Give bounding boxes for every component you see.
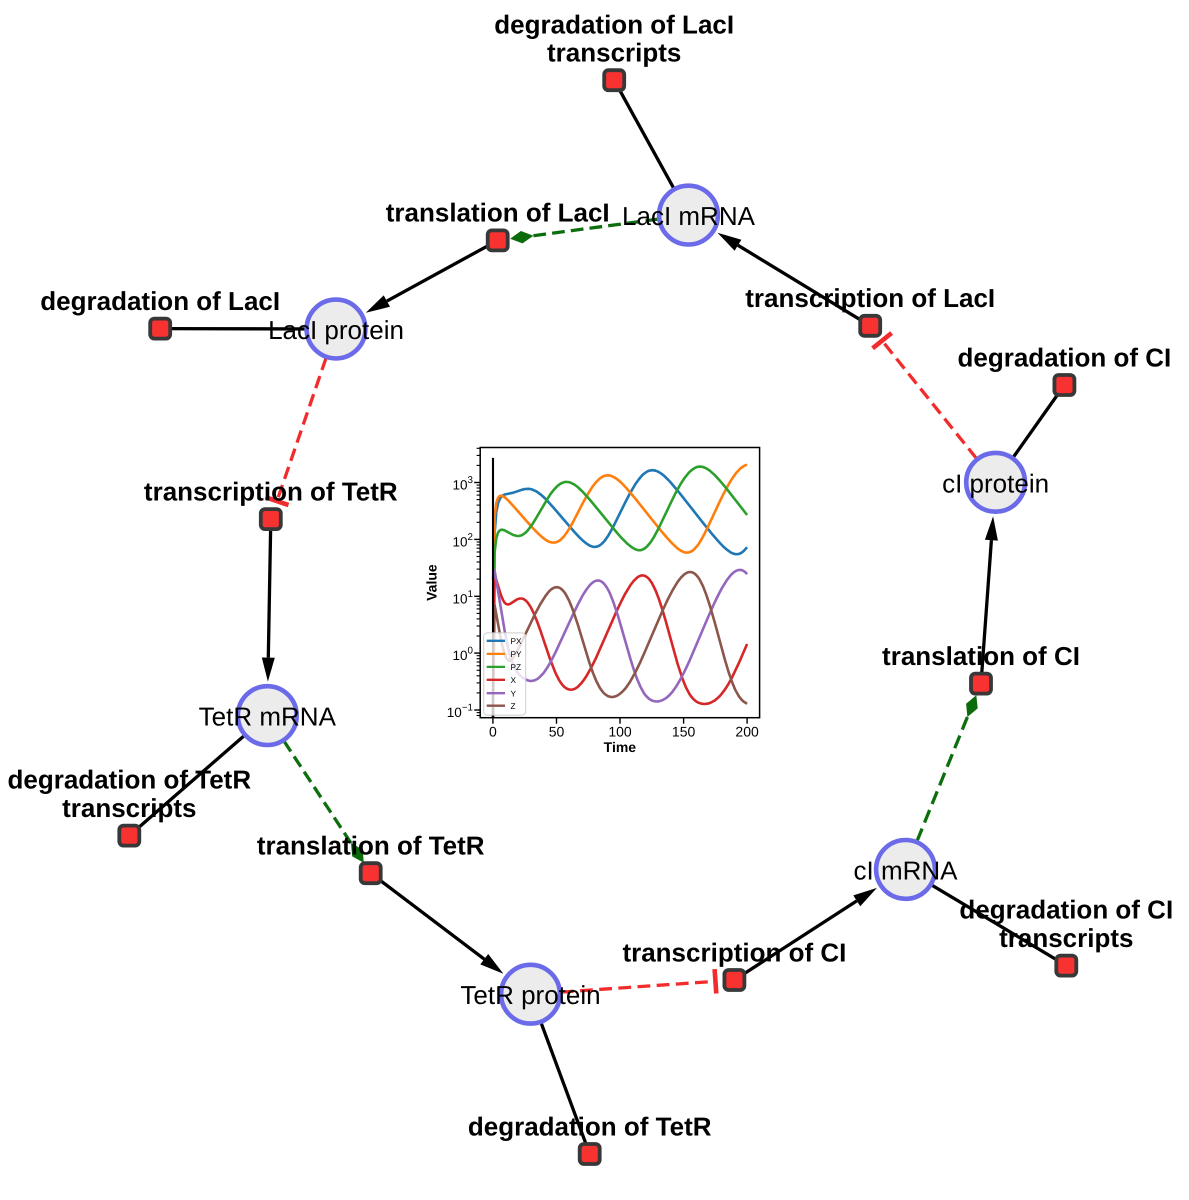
svg-text:TetR protein: TetR protein: [460, 980, 600, 1010]
svg-text:Time: Time: [604, 739, 637, 755]
svg-text:translation of CI: translation of CI: [882, 641, 1080, 671]
svg-text:transcripts: transcripts: [999, 923, 1133, 953]
svg-text:degradation of LacI: degradation of LacI: [494, 9, 734, 39]
svg-text:Y: Y: [511, 688, 517, 698]
svg-text:LacI mRNA: LacI mRNA: [622, 201, 756, 231]
svg-text:translation of LacI: translation of LacI: [386, 198, 610, 228]
svg-text:200: 200: [735, 724, 759, 740]
svg-text:PX: PX: [511, 636, 523, 646]
svg-text:0: 0: [489, 724, 497, 740]
svg-text:degradation of LacI: degradation of LacI: [40, 286, 280, 316]
svg-text:cI mRNA: cI mRNA: [854, 855, 959, 885]
svg-text:degradation of CI: degradation of CI: [958, 342, 1172, 372]
svg-text:transcription of TetR: transcription of TetR: [144, 476, 398, 506]
svg-text:degradation of TetR: degradation of TetR: [7, 765, 251, 795]
svg-text:Z: Z: [511, 701, 516, 711]
svg-text:PY: PY: [511, 649, 523, 659]
svg-text:cI protein: cI protein: [942, 468, 1049, 498]
svg-text:transcription of LacI: transcription of LacI: [745, 283, 995, 313]
svg-text:transcripts: transcripts: [62, 793, 196, 823]
svg-text:100: 100: [608, 724, 632, 740]
svg-text:150: 150: [672, 724, 696, 740]
svg-text:degradation of CI: degradation of CI: [959, 895, 1173, 925]
svg-text:Value: Value: [423, 564, 439, 601]
svg-text:transcription of CI: transcription of CI: [622, 937, 846, 967]
svg-text:LacI protein: LacI protein: [268, 315, 404, 345]
svg-text:degradation of TetR: degradation of TetR: [468, 1111, 712, 1141]
svg-text:transcripts: transcripts: [547, 38, 681, 68]
svg-text:TetR mRNA: TetR mRNA: [199, 702, 337, 732]
svg-text:translation of TetR: translation of TetR: [257, 831, 485, 861]
svg-text:PZ: PZ: [511, 662, 522, 672]
svg-text:X: X: [511, 675, 517, 685]
svg-text:50: 50: [549, 724, 565, 740]
